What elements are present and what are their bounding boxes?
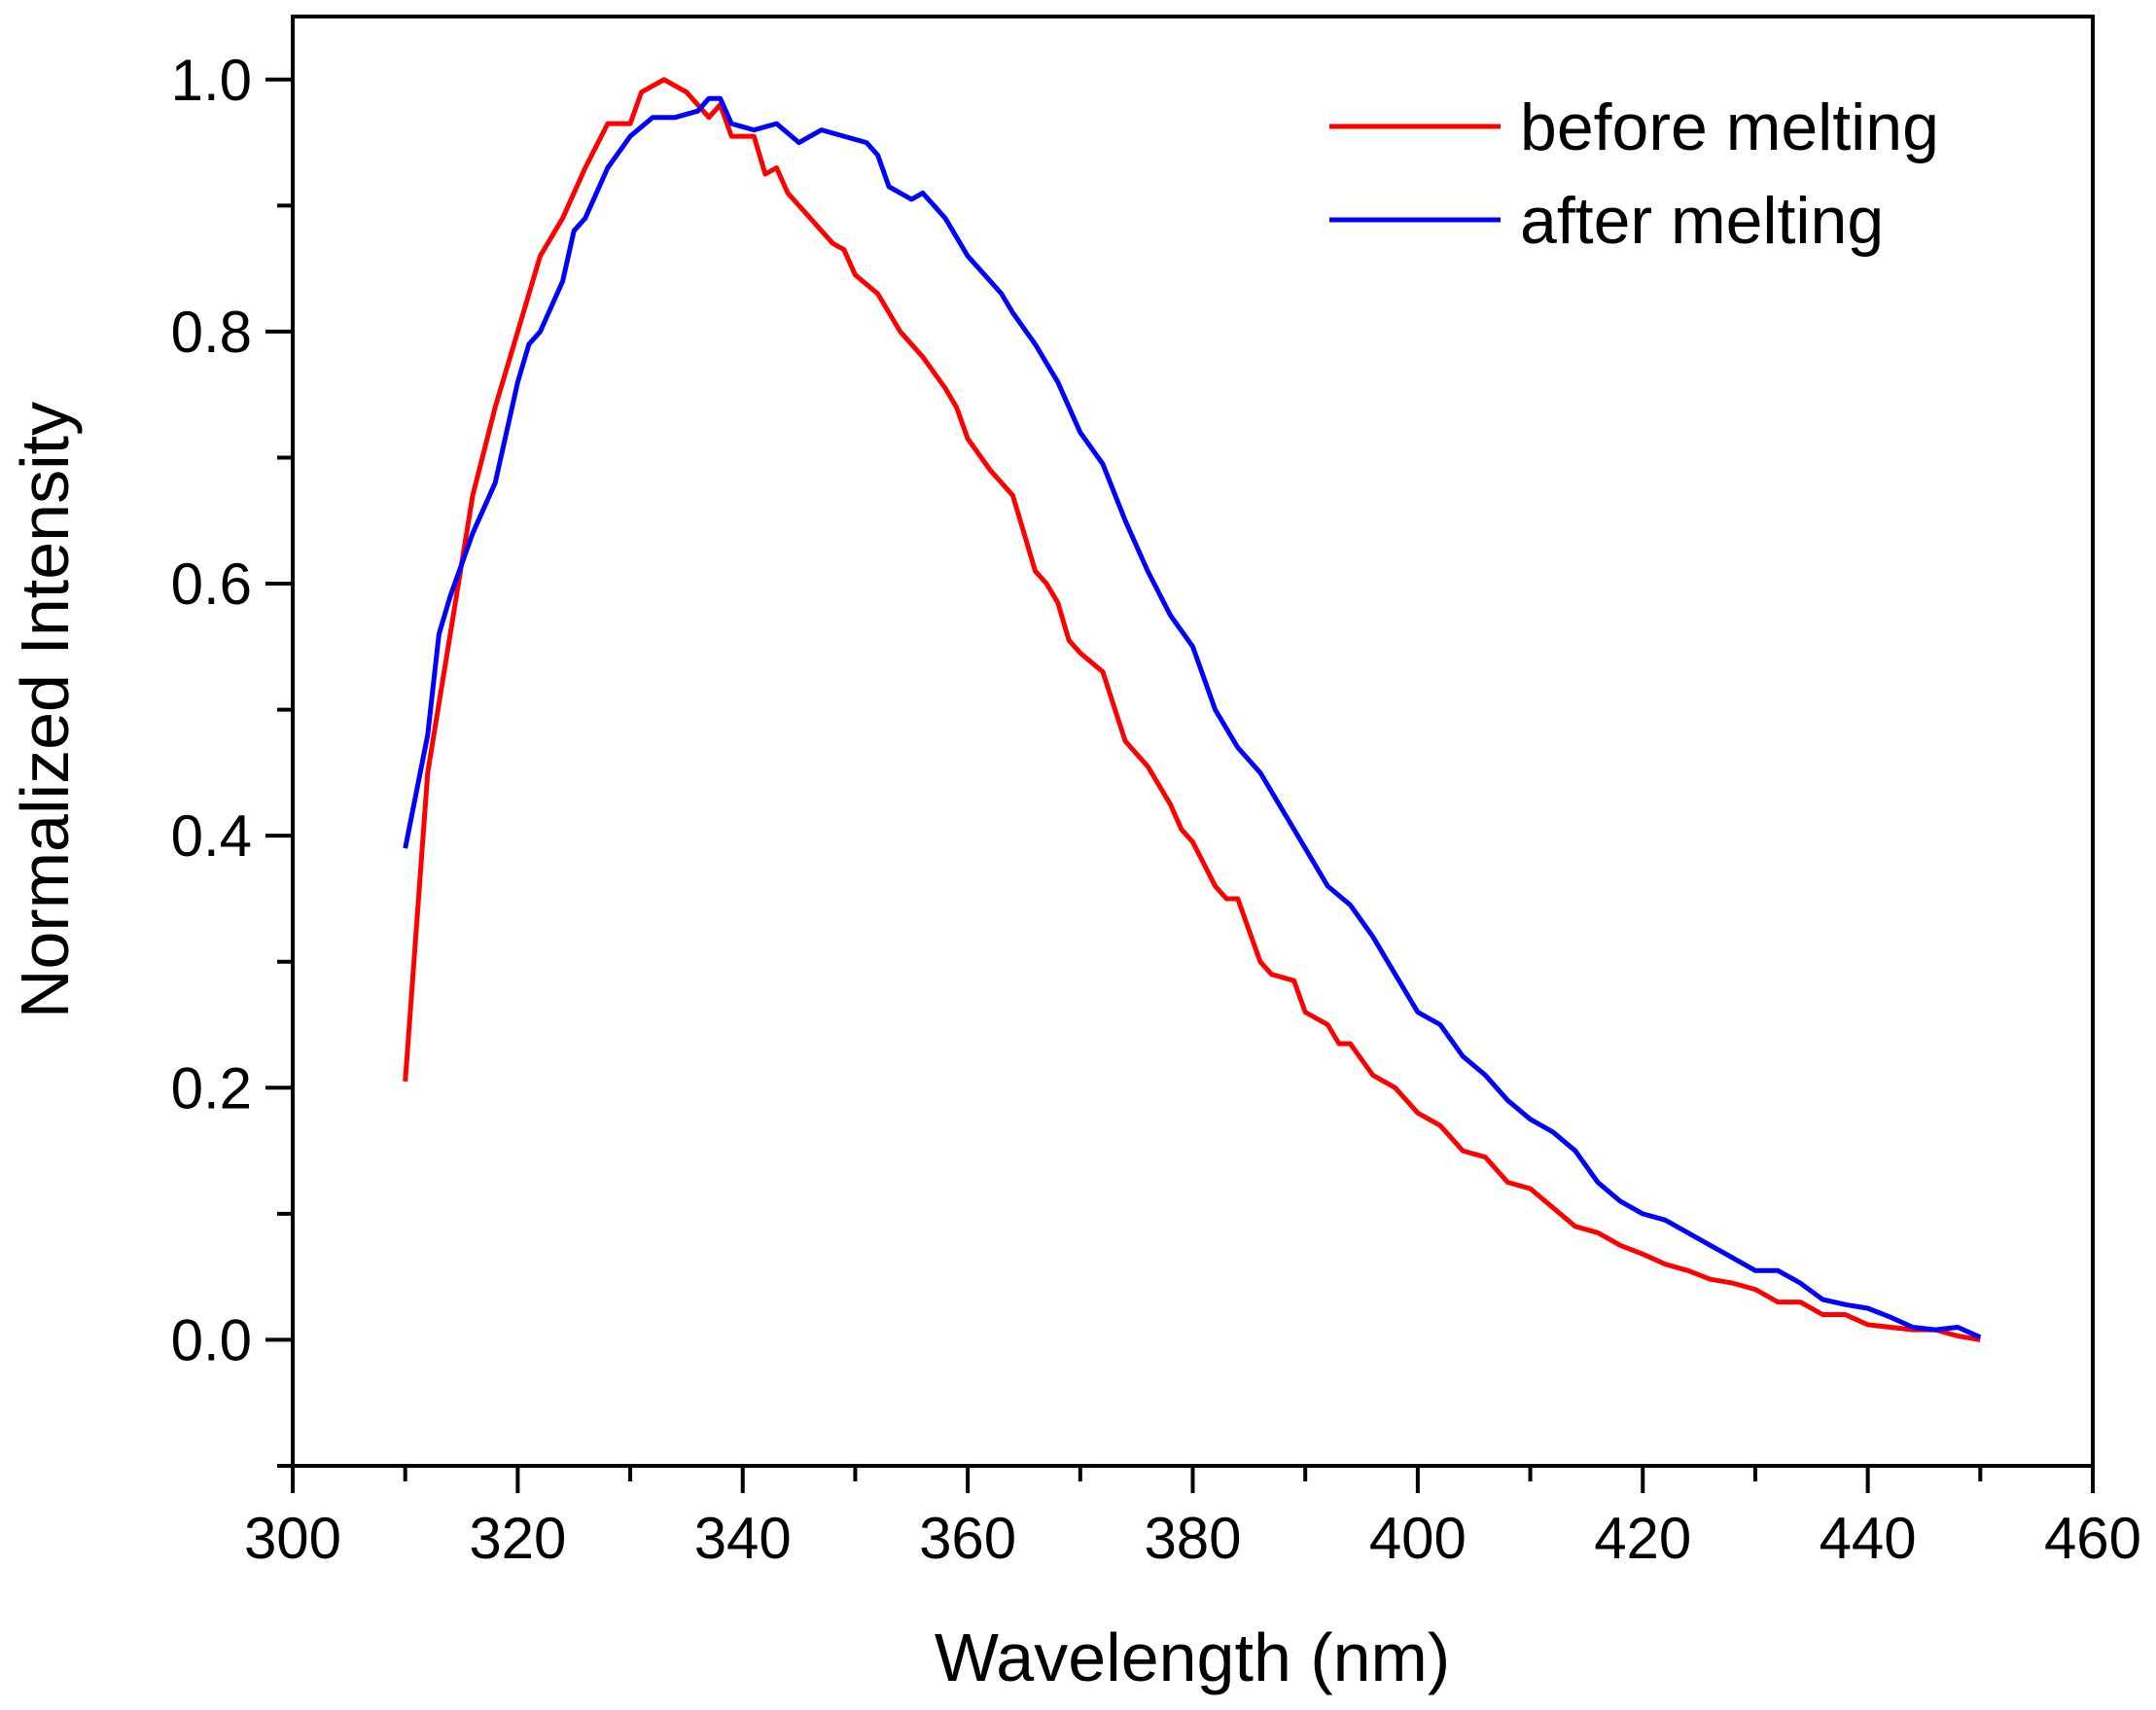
y-axis-title: Normalized Intensity (7, 402, 83, 1018)
x-axis-title: Wavelength (nm) (935, 1620, 1450, 1695)
x-tick-label: 400 (1369, 1506, 1467, 1571)
ticks-layer: 300 320 340 360 380 400 420 440 460 0.0 0.2 0.4 0.6 0… (171, 48, 2141, 1571)
x-tick-label: 460 (2044, 1506, 2141, 1571)
x-tick-label: 300 (244, 1506, 341, 1571)
y-tick-label: 0.4 (171, 803, 252, 869)
x-tick-label: 340 (694, 1506, 792, 1571)
legend: before melting after melting (1329, 90, 1939, 258)
y-tick-label: 0.6 (171, 552, 252, 617)
y-tick-label: 0.0 (171, 1307, 252, 1372)
series-line-after-melting (403, 95, 1982, 1340)
x-tick-label: 360 (919, 1506, 1016, 1571)
x-tick-label: 420 (1594, 1506, 1691, 1571)
y-tick-label: 0.8 (171, 300, 252, 365)
x-tick-label: 380 (1144, 1506, 1241, 1571)
x-tick-label: 320 (469, 1506, 566, 1571)
legend-label-after-melting: after melting (1520, 184, 1884, 258)
y-tick-label: 1.0 (171, 48, 252, 113)
legend-label-before-melting: before melting (1520, 90, 1939, 164)
x-tick-label: 440 (1820, 1506, 1917, 1571)
series-layer (403, 77, 1982, 1342)
y-tick-label: 0.2 (171, 1055, 252, 1121)
